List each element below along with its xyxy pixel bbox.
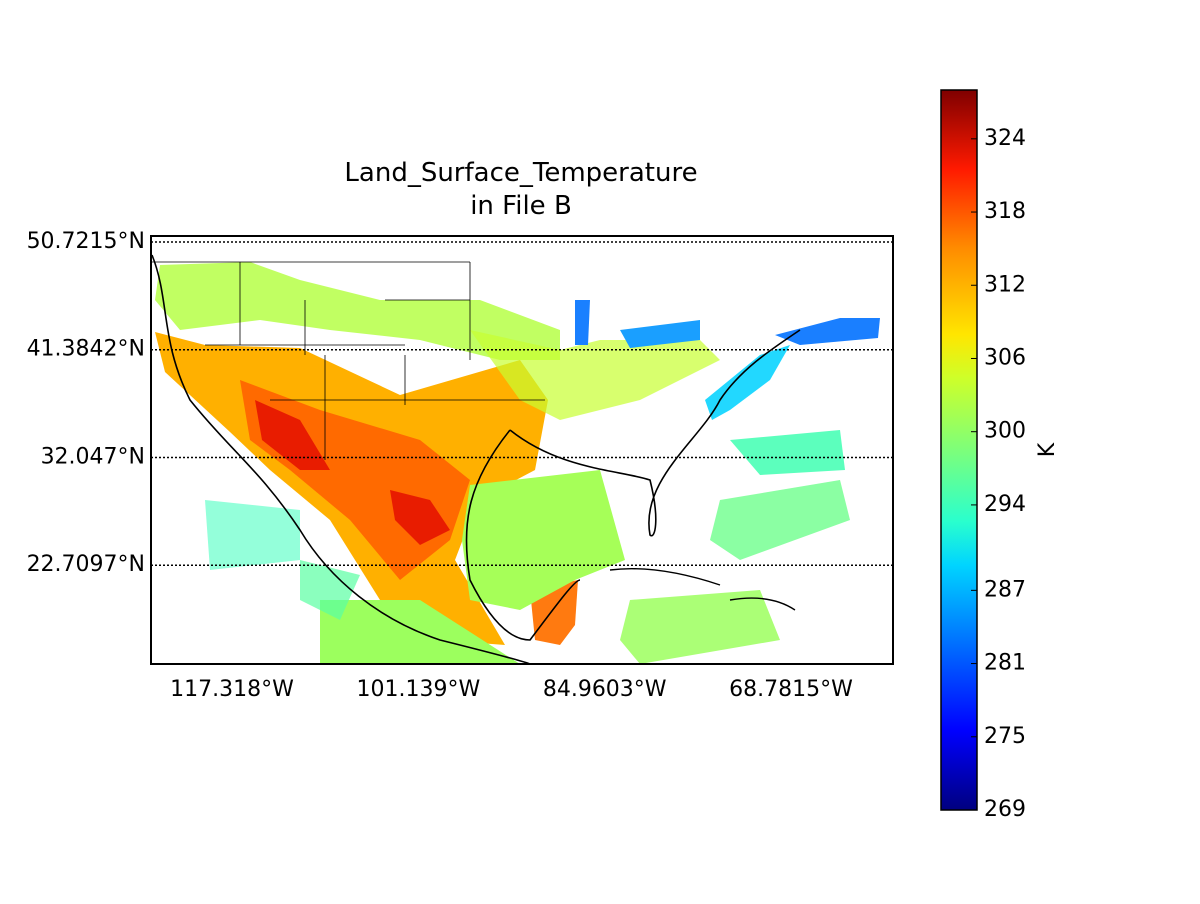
colorbar-tick-label: 275	[984, 724, 1026, 749]
colorbar	[940, 89, 978, 811]
lon-tick-label: 101.139°W	[356, 677, 480, 702]
colorbar-label: K	[1035, 442, 1060, 457]
lat-tick-label: 41.3842°N	[27, 337, 145, 362]
colorbar-tick-label: 318	[984, 199, 1026, 224]
colorbar-tick-label: 269	[984, 797, 1026, 822]
map-field	[151, 236, 893, 664]
lon-tick-label: 117.318°W	[170, 677, 294, 702]
map-frame	[150, 235, 894, 665]
lat-tick-label: 50.7215°N	[27, 229, 145, 254]
colorbar-tick-label: 287	[984, 577, 1026, 602]
colorbar-tick-label: 300	[984, 419, 1026, 444]
chart-subtitle: in File B	[470, 191, 572, 221]
chart-title: Land_Surface_Temperature	[344, 158, 697, 188]
colorbar-tick-label: 281	[984, 651, 1026, 676]
colorbar-tick-label: 324	[984, 126, 1026, 151]
lon-tick-label: 84.9603°W	[543, 677, 667, 702]
lat-tick-label: 22.7097°N	[27, 552, 145, 577]
colorbar-tick-label: 294	[984, 492, 1026, 517]
lat-tick-label: 32.047°N	[41, 444, 145, 469]
colorbar-tick-label: 306	[984, 345, 1026, 370]
colorbar-tick-label: 312	[984, 272, 1026, 297]
lon-tick-label: 68.7815°W	[729, 677, 853, 702]
